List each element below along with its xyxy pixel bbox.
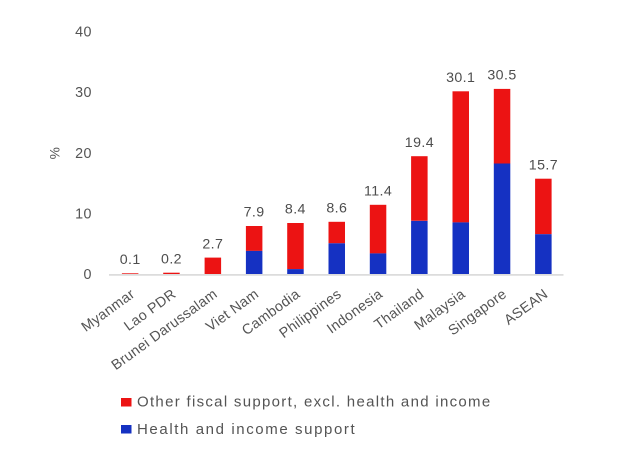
svg-text:19.4: 19.4	[405, 135, 434, 151]
svg-text:0.2: 0.2	[161, 251, 182, 267]
svg-text:2.7: 2.7	[202, 236, 223, 252]
svg-text:8.6: 8.6	[326, 201, 347, 217]
svg-text:Other fiscal support, excl. he: Other fiscal support, excl. health and i…	[137, 394, 492, 411]
svg-text:30: 30	[75, 85, 92, 101]
svg-text:15.7: 15.7	[529, 157, 558, 173]
svg-text:%: %	[48, 147, 63, 159]
svg-text:7.9: 7.9	[244, 205, 265, 221]
svg-text:30.1: 30.1	[446, 70, 475, 86]
svg-text:40: 40	[75, 24, 92, 40]
svg-text:30.5: 30.5	[487, 68, 516, 84]
svg-text:Health and income support: Health and income support	[137, 421, 356, 438]
svg-text:0.1: 0.1	[120, 252, 141, 268]
svg-text:8.4: 8.4	[285, 202, 306, 218]
svg-text:20: 20	[75, 146, 92, 162]
svg-text:11.4: 11.4	[364, 184, 392, 200]
svg-text:0: 0	[84, 267, 92, 283]
svg-text:10: 10	[75, 207, 92, 223]
